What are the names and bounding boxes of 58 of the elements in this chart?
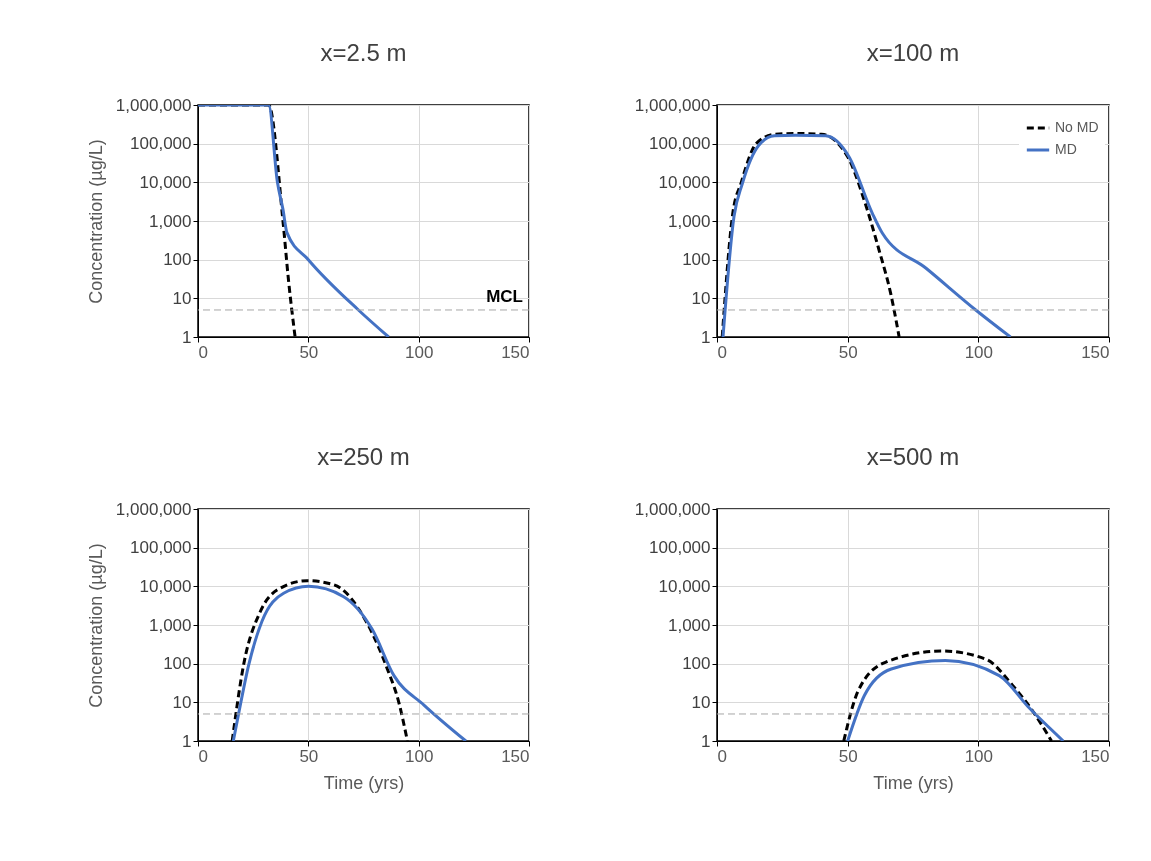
- chart-title: x=250 m: [317, 443, 410, 470]
- x-tick-label: 150: [1081, 746, 1110, 766]
- y-tick-label: 10,000: [658, 576, 711, 596]
- y-tick-label: 100,000: [649, 134, 711, 154]
- y-tick-label: 10: [691, 692, 711, 712]
- x-tick-label: 50: [838, 746, 858, 766]
- y-tick-label: 10,000: [139, 576, 192, 596]
- y-tick-label: 1,000,000: [634, 499, 711, 519]
- x-tick-label: 100: [964, 746, 994, 766]
- chart-title: x=100 m: [866, 39, 960, 66]
- x-axis-title: Time (yrs): [873, 772, 954, 793]
- x-tick-label: 100: [964, 342, 994, 362]
- y-tick-label: 1: [182, 327, 192, 347]
- legend-label: No MD: [1055, 119, 1099, 135]
- y-tick-label: 100,000: [130, 134, 192, 154]
- chart-title: x=2.5 m: [320, 39, 407, 66]
- y-tick-label: 100,000: [649, 538, 711, 558]
- y-tick-label: 1,000: [667, 615, 711, 635]
- x-tick-label: 0: [717, 746, 727, 766]
- x-tick-label: 50: [299, 746, 319, 766]
- y-tick-label: 1,000,000: [115, 499, 192, 519]
- y-tick-label: 1: [182, 731, 192, 751]
- y-tick-label: 1: [701, 731, 711, 751]
- chart-title: x=500 m: [866, 443, 960, 470]
- y-tick-label: 100: [682, 250, 711, 270]
- y-tick-label: 1,000,000: [634, 95, 711, 115]
- x-tick-label: 0: [717, 342, 727, 362]
- y-tick-label: 10,000: [658, 172, 711, 192]
- y-tick-label: 100: [163, 654, 192, 674]
- y-tick-label: 10,000: [139, 172, 192, 192]
- x-tick-label: 50: [838, 342, 858, 362]
- y-axis-title: Concentration (µg/L): [85, 543, 106, 708]
- y-tick-label: 1,000,000: [115, 95, 192, 115]
- y-tick-label: 1: [701, 327, 711, 347]
- x-tick-label: 150: [1081, 342, 1110, 362]
- x-axis-title: Time (yrs): [323, 772, 405, 793]
- legend-label: MD: [1055, 141, 1077, 157]
- ref-line-label: MCL: [486, 286, 523, 306]
- x-tick-label: 50: [299, 342, 319, 362]
- x-tick-label: 150: [501, 342, 530, 362]
- y-axis-title: Concentration (µg/L): [85, 139, 106, 304]
- y-tick-label: 1,000: [148, 615, 192, 635]
- x-tick-label: 0: [198, 342, 208, 362]
- line-series: [721, 133, 1012, 337]
- y-tick-label: 10: [172, 692, 192, 712]
- y-tick-label: 100: [163, 250, 192, 270]
- y-tick-label: 10: [172, 288, 192, 308]
- y-tick-label: 1,000: [667, 211, 711, 231]
- y-tick-label: 100,000: [130, 538, 192, 558]
- y-tick-label: 100: [682, 654, 711, 674]
- x-tick-label: 150: [501, 746, 530, 766]
- y-tick-label: 10: [691, 288, 711, 308]
- x-tick-label: 100: [404, 342, 434, 362]
- x-tick-label: 100: [404, 746, 434, 766]
- x-tick-label: 0: [198, 746, 208, 766]
- y-tick-label: 1,000: [148, 211, 192, 231]
- line-series: [231, 584, 468, 741]
- line-series: [846, 659, 1065, 741]
